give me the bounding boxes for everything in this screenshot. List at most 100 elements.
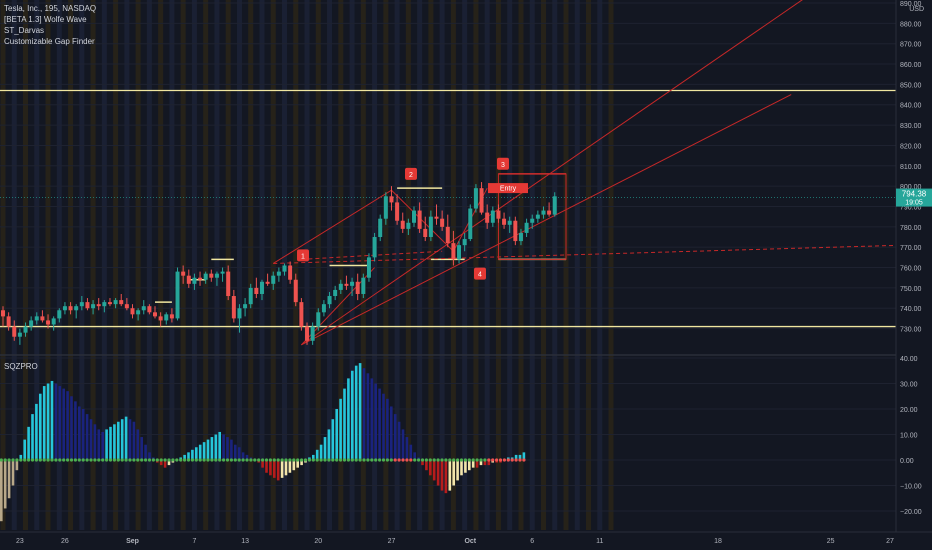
sqz-bar: [487, 460, 491, 466]
candle-body: [23, 326, 28, 333]
time-tick-label: 11: [596, 538, 603, 545]
candle-body: [395, 202, 400, 221]
sqz-bar: [222, 434, 225, 460]
sqz-bar: [300, 460, 303, 466]
squeeze-dot: [50, 458, 54, 462]
candle-body: [51, 318, 56, 325]
session-stripe: [113, 0, 119, 530]
squeeze-dot: [163, 458, 167, 462]
price-tick-label: 750.00: [900, 286, 922, 293]
session-stripe: [11, 0, 17, 530]
squeeze-dot: [319, 458, 323, 462]
sqz-bar: [42, 386, 46, 460]
candle-body: [220, 271, 225, 274]
price-tick-label: 810.00: [900, 164, 922, 171]
sqz-bar: [54, 383, 58, 460]
session-stripe: [146, 0, 152, 530]
time-tick-label: 26: [61, 538, 69, 545]
session-stripe: [248, 0, 254, 530]
candle-body: [310, 326, 315, 341]
indicator-gap-finder[interactable]: Customizable Gap Finder: [4, 37, 95, 46]
sqz-bar: [237, 447, 241, 460]
sqz-bar: [374, 383, 377, 460]
candle-body: [147, 306, 152, 313]
sqz-bar: [140, 437, 143, 460]
squeeze-dot: [116, 458, 120, 462]
session-stripe: [236, 0, 242, 530]
squeeze-dot: [15, 458, 19, 462]
oscillator-title[interactable]: SQZPRO: [4, 362, 38, 371]
indicator-darvas[interactable]: ST_Darvas: [4, 26, 45, 35]
candle-body: [136, 310, 141, 315]
squeeze-dot: [202, 458, 206, 462]
session-stripe: [417, 0, 423, 530]
squeeze-dot: [409, 458, 413, 462]
sqz-bar: [351, 370, 354, 460]
indicator-wolfe-wave[interactable]: [BETA 1.3] Wolfe Wave: [4, 15, 87, 24]
session-stripe: [191, 0, 197, 530]
session-stripe: [0, 0, 6, 530]
squeeze-dot: [167, 458, 171, 462]
sqz-bar: [273, 460, 276, 478]
squeeze-dot: [272, 458, 276, 462]
squeeze-dot: [307, 458, 311, 462]
sqz-bar: [452, 460, 455, 486]
squeeze-dot: [483, 458, 487, 462]
sqz-bar: [284, 460, 288, 476]
sqz-bar: [109, 426, 112, 460]
candle-body: [91, 304, 96, 309]
osc-tick-label: 10.00: [900, 433, 918, 440]
price-tick-label: 790.00: [900, 204, 922, 211]
candle-body: [6, 316, 11, 327]
session-stripe: [552, 0, 558, 530]
squeeze-dot: [159, 458, 163, 462]
sqz-bar: [230, 439, 233, 460]
candle-body: [350, 281, 355, 286]
sqz-bar: [74, 401, 77, 460]
session-stripe: [473, 0, 479, 530]
squeeze-dot: [459, 458, 464, 462]
time-tick-label: 27: [388, 538, 396, 545]
sqz-bar: [113, 424, 116, 460]
sqz-bar: [390, 406, 393, 460]
sqz-bar: [393, 414, 397, 460]
sqz-bar: [405, 437, 409, 460]
squeeze-dot: [225, 458, 230, 462]
candle-body: [507, 220, 512, 225]
sqz-bar: [31, 414, 34, 460]
sqz-bar: [70, 396, 73, 460]
session-stripe: [124, 0, 130, 530]
candle-body: [62, 306, 67, 311]
sqz-bar: [101, 431, 104, 460]
squeeze-dot: [510, 458, 514, 462]
session-stripe: [45, 0, 51, 530]
session-stripe: [405, 0, 411, 530]
session-stripe: [259, 0, 265, 530]
squeeze-dot: [38, 458, 42, 462]
squeeze-dot: [420, 458, 425, 462]
wolfe-leg: [272, 189, 392, 264]
sqz-bar: [362, 368, 366, 460]
squeeze-dot: [514, 458, 518, 462]
session-stripe: [428, 0, 434, 530]
price-tick-label: 760.00: [900, 266, 922, 273]
time-tick-label: 20: [314, 538, 322, 545]
squeeze-dot: [11, 458, 15, 462]
candle-body: [74, 306, 79, 311]
sqz-bar: [429, 460, 432, 476]
session-stripe: [507, 0, 513, 530]
sqz-bar: [261, 460, 264, 468]
sqz-bar: [339, 398, 342, 460]
sqz-bar: [288, 460, 292, 473]
candle-body: [113, 300, 118, 305]
sqz-bar: [62, 388, 65, 460]
sqz-bar: [202, 442, 206, 460]
sqz-bar: [421, 460, 424, 466]
symbol-title[interactable]: Tesla, Inc., 195, NASDAQ: [4, 4, 97, 13]
candle-body: [243, 304, 248, 309]
squeeze-dot: [288, 458, 292, 462]
squeeze-dot: [198, 458, 202, 462]
squeeze-dot: [136, 458, 140, 462]
squeeze-dot: [245, 458, 249, 462]
